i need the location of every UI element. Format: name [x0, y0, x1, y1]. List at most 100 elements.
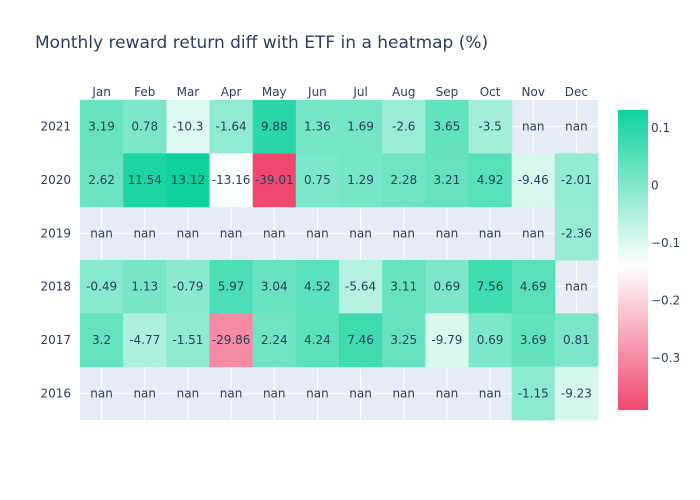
- cell-label-2017-dec: 0.81: [563, 333, 590, 347]
- heatmap-cell-2018-apr: [209, 260, 254, 314]
- heatmap-cell-labels: 3.19 0.78 -10.3 -1.64 9.88 1.36 1.69 -2.6 3.65 -3…: [86, 120, 592, 401]
- cell-label-2016-nov: -1.15: [518, 386, 549, 400]
- cell-label-2018-jun: 4.52: [304, 280, 331, 294]
- y-tick-2021: 2021: [40, 120, 71, 134]
- heatmap-cell-2018-oct: [468, 260, 513, 314]
- cell-label-2018-jul: -5.64: [345, 280, 376, 294]
- colorbar-gradient: [618, 110, 648, 410]
- heatmap-cell-2020-jan: [80, 153, 124, 208]
- cell-label-2017-may: 2.24: [261, 333, 288, 347]
- x-tick-sep: Sep: [436, 85, 459, 99]
- cell-label-2017-nov: 3.69: [520, 333, 547, 347]
- cell-label-2017-sep: -9.79: [431, 333, 462, 347]
- cell-label-2016-jul: nan: [349, 386, 372, 400]
- heatmap-cell-2021-jul: [339, 100, 383, 154]
- heatmap-cell-2021-jan: [80, 100, 124, 154]
- cell-label-2017-apr: -29.86: [212, 333, 251, 347]
- cell-label-2020-jun: 0.75: [304, 173, 331, 187]
- cell-label-2021-jul: 1.69: [347, 120, 374, 134]
- heatmap-cell-2020-apr: [209, 153, 254, 208]
- cell-label-2020-jul: 1.29: [347, 173, 374, 187]
- heatmap-cell-2017-jan: [80, 313, 124, 368]
- cell-label-2016-oct: nan: [479, 386, 502, 400]
- cell-label-2019-mar: nan: [177, 226, 200, 240]
- heatmap-cell-2020-jul: [339, 153, 383, 208]
- cell-label-2017-jun: 4.24: [304, 333, 331, 347]
- heatmap-cell-2021-jun: [295, 100, 340, 154]
- heatmap-cell-2018-aug: [382, 260, 426, 314]
- y-tick-2017: 2017: [40, 333, 71, 347]
- y-tick-2019: 2019: [40, 226, 71, 240]
- cell-label-2019-jul: nan: [349, 226, 372, 240]
- cell-label-2019-may: nan: [263, 226, 286, 240]
- heatmap-cell-2017-dec: [554, 313, 599, 368]
- cell-label-2016-jun: nan: [306, 386, 329, 400]
- heatmap-cell-2018-may: [252, 260, 297, 314]
- cell-label-2018-feb: 1.13: [131, 280, 158, 294]
- cell-label-2017-feb: -4.77: [129, 333, 160, 347]
- cell-label-2017-aug: 3.25: [390, 333, 417, 347]
- heatmap-cell-2019-dec: [554, 206, 599, 261]
- cell-label-2021-nov: nan: [522, 120, 545, 134]
- heatmap-cell-2021-sep: [425, 100, 469, 154]
- heatmap-cell-2018-jun: [295, 260, 340, 314]
- cell-label-2021-oct: -3.5: [478, 120, 501, 134]
- cell-label-2020-dec: -2.01: [561, 173, 592, 187]
- x-tick-mar: Mar: [177, 85, 200, 99]
- cell-label-2017-oct: 0.69: [477, 333, 504, 347]
- y-tick-2016: 2016: [40, 386, 71, 400]
- x-tick-dec: Dec: [565, 85, 588, 99]
- heatmap-cell-2021-oct: [468, 100, 513, 154]
- colorbar-tick-label: −0.2: [651, 294, 680, 308]
- cell-label-2020-mar: 13.12: [171, 173, 205, 187]
- y-tick-2018: 2018: [40, 280, 71, 294]
- heatmap-cell-2018-sep: [425, 260, 469, 314]
- x-tick-jul: Jul: [352, 85, 367, 99]
- cell-label-2020-oct: 4.92: [477, 173, 504, 187]
- cell-label-2019-sep: nan: [436, 226, 459, 240]
- chart-title: Monthly reward return diff with ETF in a…: [35, 33, 489, 53]
- cell-label-2016-sep: nan: [436, 386, 459, 400]
- cell-label-2021-may: 9.88: [261, 120, 288, 134]
- cell-label-2021-apr: -1.64: [216, 120, 247, 134]
- x-tick-jan: Jan: [91, 85, 111, 99]
- heatmap-cell-2017-mar: [166, 313, 210, 368]
- x-tick-jun: Jun: [307, 85, 327, 99]
- cell-label-2020-jan: 2.62: [88, 173, 115, 187]
- heatmap-cell-2021-mar: [166, 100, 210, 154]
- x-tick-feb: Feb: [134, 85, 155, 99]
- cell-label-2016-jan: nan: [90, 386, 113, 400]
- heatmap-cell-2021-apr: [209, 100, 254, 154]
- heatmap-cell-2017-jul: [339, 313, 383, 368]
- heatmap-cell-2017-nov: [511, 313, 556, 368]
- heatmap-cell-2017-aug: [382, 313, 426, 368]
- heatmap-cell-2020-sep: [425, 153, 469, 208]
- heatmap-cell-2017-jun: [295, 313, 340, 368]
- cell-label-2018-jan: -0.49: [86, 280, 117, 294]
- heatmap-cell-2017-feb: [123, 313, 167, 368]
- heatmap-cell-2018-jan: [80, 260, 124, 314]
- cell-label-2016-aug: nan: [392, 386, 415, 400]
- y-tick-2020: 2020: [40, 173, 71, 187]
- cell-label-2021-jan: 3.19: [88, 120, 115, 134]
- cell-label-2018-may: 3.04: [261, 280, 288, 294]
- cell-label-2019-feb: nan: [133, 226, 156, 240]
- heatmap-cell-2018-mar: [166, 260, 210, 314]
- colorbar-tick-label: −0.3: [651, 351, 680, 365]
- cell-label-2020-nov: -9.46: [518, 173, 549, 187]
- cell-label-2021-sep: 3.65: [434, 120, 461, 134]
- cell-label-2017-jan: 3.2: [92, 333, 111, 347]
- heatmap-cell-2020-dec: [554, 153, 599, 208]
- cell-label-2020-sep: 3.21: [434, 173, 461, 187]
- cell-label-2019-oct: nan: [479, 226, 502, 240]
- heatmap-cell-2017-sep: [425, 313, 469, 368]
- heatmap-cell-2020-nov: [511, 153, 556, 208]
- cell-label-2019-apr: nan: [220, 226, 243, 240]
- cell-label-2016-dec: -9.23: [561, 386, 592, 400]
- cell-label-2018-oct: 7.56: [477, 280, 504, 294]
- x-tick-oct: Oct: [480, 85, 501, 99]
- cell-label-2018-apr: 5.97: [218, 280, 245, 294]
- cell-label-2021-jun: 1.36: [304, 120, 331, 134]
- heatmap-cell-2018-jul: [339, 260, 383, 314]
